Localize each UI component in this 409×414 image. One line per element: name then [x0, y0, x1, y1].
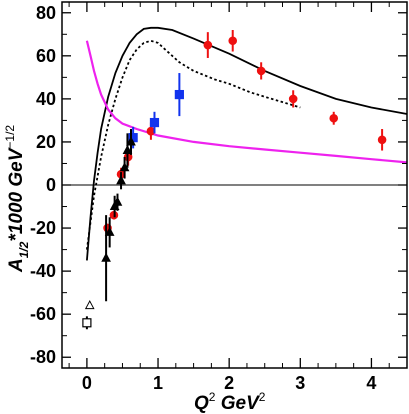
y-axis-title-sub: 1/2 — [17, 241, 31, 258]
data-point-triangle-2-4 — [116, 172, 126, 190]
curve-2 — [86, 39, 301, 250]
data-point-triangle-2-0 — [101, 215, 111, 302]
circle-marker — [288, 94, 298, 104]
circle-marker — [256, 66, 266, 76]
y-axis-title-base: A — [6, 258, 27, 273]
y-tick-label: -60 — [30, 304, 56, 324]
x-axis-ticks: 0 1 2 3 4 — [68, 2, 408, 393]
y-tick-label: 60 — [36, 46, 56, 66]
x-tick-label: 2 — [224, 373, 234, 393]
data-point-square-4-0 — [82, 316, 92, 330]
x-tick-label: 4 — [366, 373, 376, 393]
square-marker — [149, 117, 160, 128]
x-axis-title-sup2: 2 — [259, 390, 266, 404]
triangle-marker — [126, 136, 136, 146]
y-tick-label: 80 — [36, 3, 56, 23]
y-axis-ticks: 80 60 40 20 0 -20 -40 -60 -80 — [30, 3, 407, 367]
x-tick-label: 0 — [82, 373, 92, 393]
data-point-square-1-1 — [149, 111, 160, 134]
x-axis-title-sup1: 2 — [209, 390, 216, 404]
y-axis-title-sup: −1/2 — [3, 125, 17, 149]
triangle-marker — [104, 226, 115, 236]
y-axis-title-mid: *1000 GeV — [6, 147, 27, 241]
square-marker — [82, 318, 92, 328]
data-point-triangle-2-1 — [104, 217, 115, 248]
data-point-triangle-2-7 — [126, 129, 136, 155]
data-point-circle-0-7 — [256, 62, 266, 80]
data-point-circle-0-8 — [288, 90, 298, 108]
curve-3 — [85, 40, 408, 164]
y-tick-label: -20 — [30, 218, 56, 238]
square-marker — [174, 89, 184, 100]
data-point-circle-0-9 — [329, 111, 339, 125]
y-tick-label: 40 — [36, 89, 56, 109]
x-axis-title-mid: GeV — [215, 393, 260, 414]
triangle-marker — [101, 252, 111, 262]
curve-1 — [86, 26, 408, 261]
y-tick-label: -40 — [30, 261, 56, 281]
triangle-marker — [112, 196, 123, 206]
data-point-triangle-2-3 — [112, 193, 123, 211]
x-axis-title-base: Q — [194, 393, 209, 414]
data-point-circle-0-10 — [377, 129, 387, 151]
data-point-triangle-2-6 — [122, 133, 133, 168]
data-point-circle-0-5 — [203, 32, 213, 58]
x-axis-title: Q2 GeV2 — [194, 390, 266, 414]
y-axis-title: A1/2*1000 GeV−1/2 — [3, 125, 31, 273]
circle-marker — [228, 36, 238, 46]
plot-content — [62, 26, 408, 330]
triangle-marker — [122, 144, 133, 155]
circle-marker — [329, 113, 339, 123]
y-tick-label: 20 — [36, 132, 56, 152]
circle-marker — [203, 40, 213, 50]
data-point-triangle-3-0 — [84, 300, 95, 310]
triangle-marker — [116, 175, 126, 185]
circle-marker — [377, 135, 387, 145]
triangle-marker — [84, 300, 95, 310]
y-tick-label: 0 — [46, 175, 56, 195]
x-tick-label: 3 — [295, 373, 305, 393]
data-point-square-1-2 — [174, 73, 184, 117]
y-tick-label: -80 — [30, 347, 56, 367]
data-point-circle-0-6 — [228, 29, 238, 52]
x-tick-label: 1 — [153, 373, 163, 393]
